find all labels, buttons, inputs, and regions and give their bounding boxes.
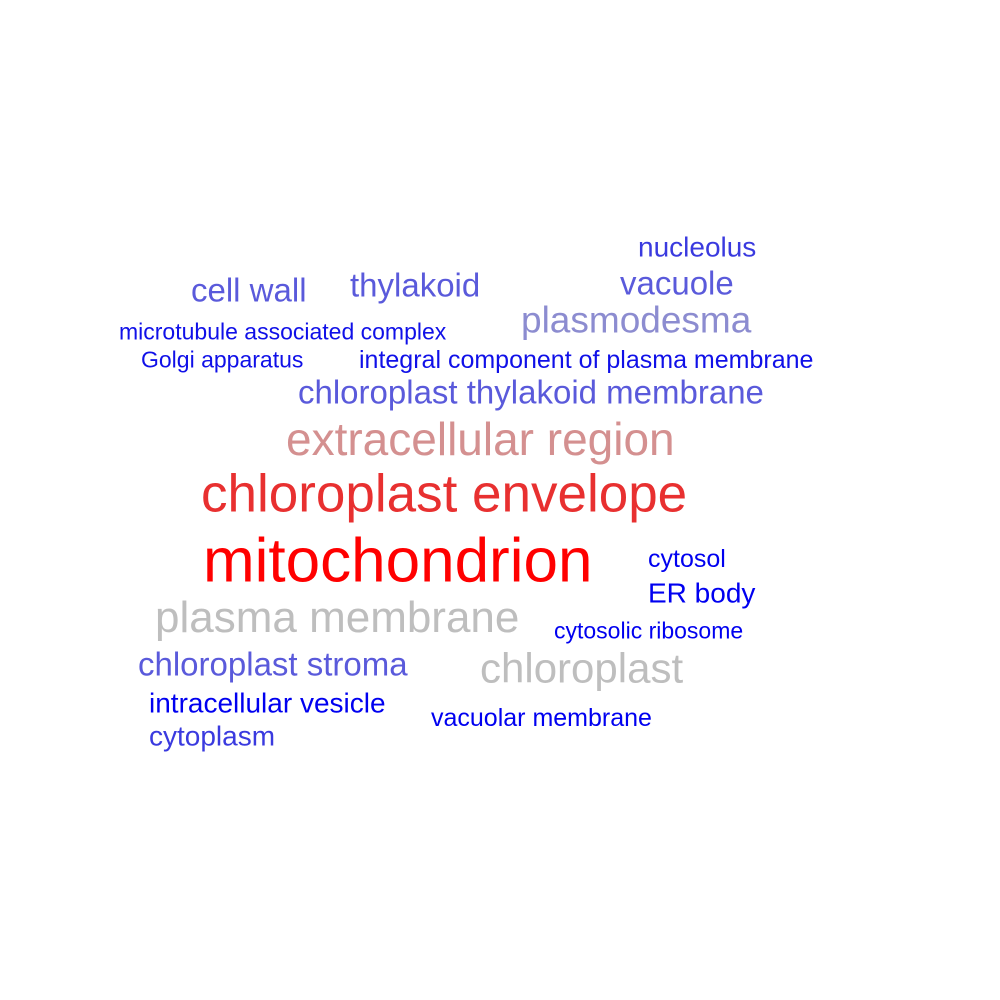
- word-chloroplast-stroma: chloroplast stroma: [138, 645, 408, 683]
- word-er-body: ER body: [648, 577, 756, 609]
- word-thylakoid: thylakoid: [350, 266, 481, 304]
- word-golgi-apparatus: Golgi apparatus: [141, 346, 304, 373]
- word-vacuolar-membrane: vacuolar membrane: [431, 704, 652, 732]
- word-plasmodesma: plasmodesma: [521, 299, 752, 341]
- word-vacuole: vacuole: [620, 264, 734, 302]
- word-microtubule-associated-complex: microtubule associated complex: [119, 318, 447, 345]
- word-integral-component-of-plasma-membrane: integral component of plasma membrane: [359, 346, 814, 374]
- word-mitochondrion: mitochondrion: [203, 526, 593, 596]
- word-cytosol: cytosol: [648, 545, 726, 573]
- word-cytosolic-ribosome: cytosolic ribosome: [554, 617, 744, 644]
- word-chloroplast-envelope: chloroplast envelope: [201, 464, 688, 524]
- word-cell-wall: cell wall: [191, 271, 307, 309]
- word-extracellular-region: extracellular region: [286, 413, 675, 466]
- word-chloroplast-thylakoid-membrane: chloroplast thylakoid membrane: [298, 373, 764, 411]
- word-plasma-membrane: plasma membrane: [155, 592, 520, 642]
- word-intracellular-vesicle: intracellular vesicle: [149, 687, 386, 719]
- word-cytoplasm: cytoplasm: [149, 720, 276, 752]
- word-chloroplast: chloroplast: [480, 644, 684, 692]
- word-nucleolus: nucleolus: [638, 231, 757, 263]
